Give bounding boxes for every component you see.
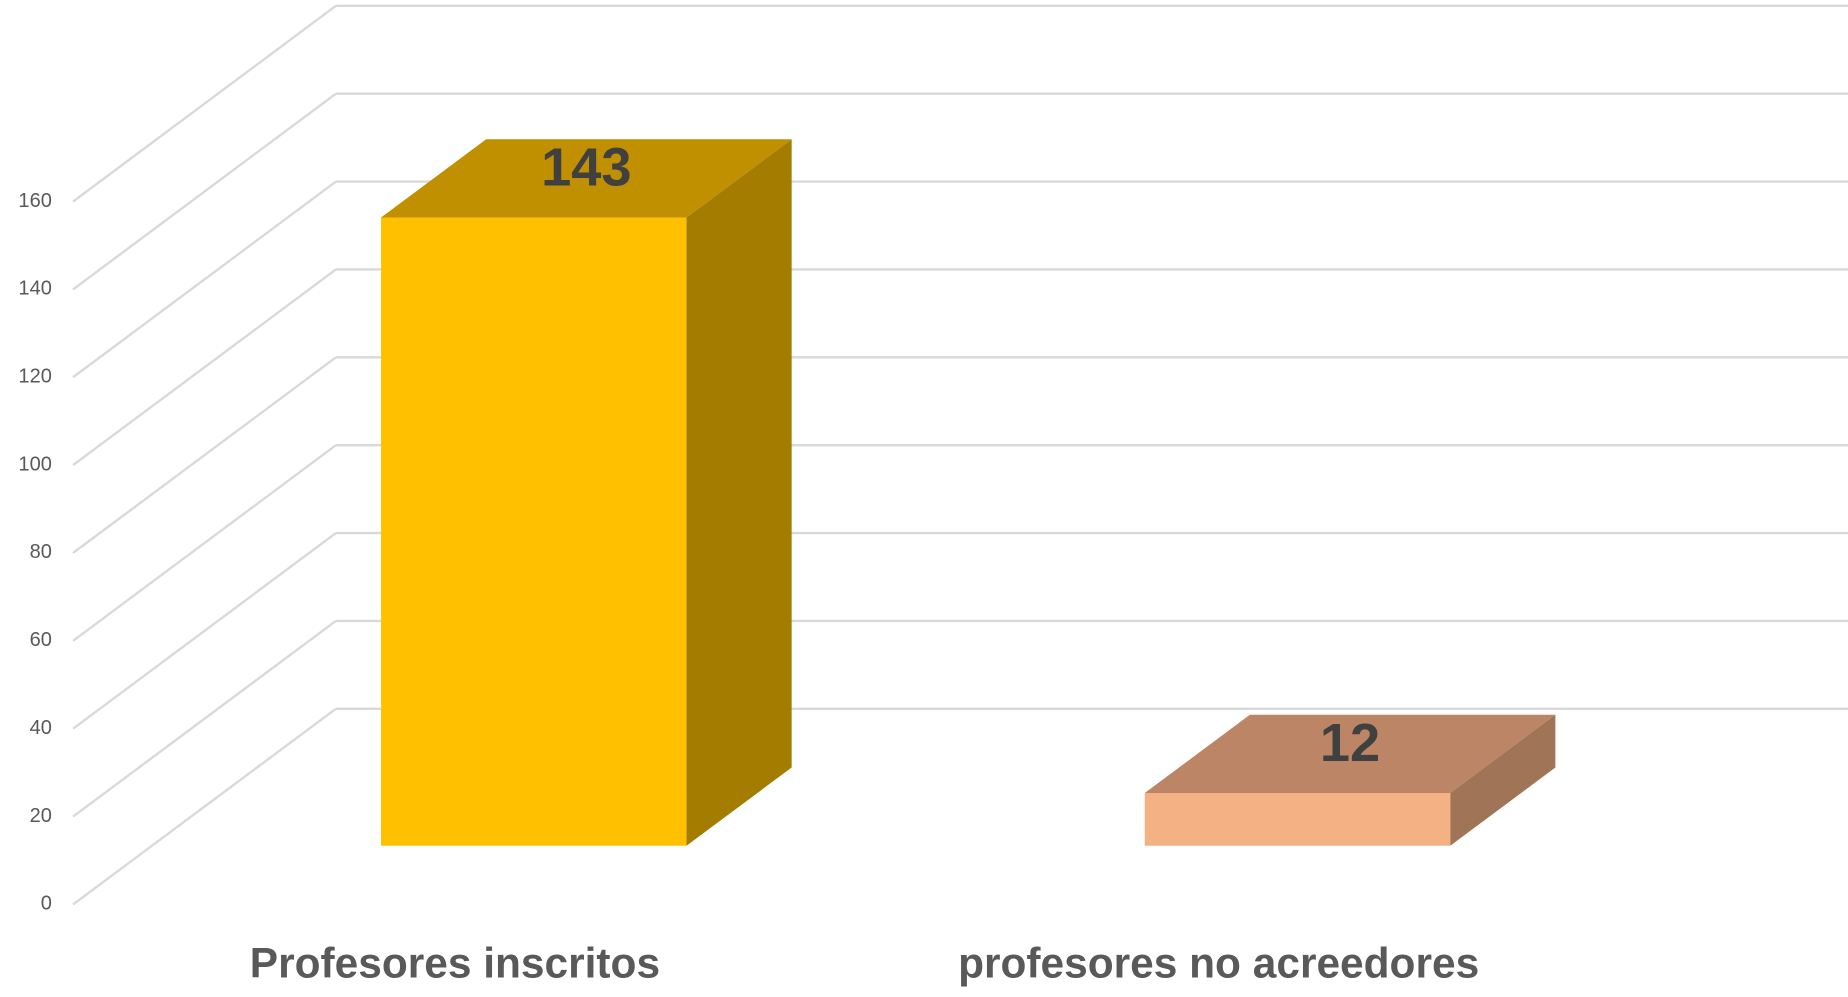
bar-side: [686, 139, 792, 846]
grid-line: [72, 4, 337, 203]
x-tick-label: profesores no acreedores: [958, 940, 1479, 987]
y-tick-label: 140: [18, 278, 51, 300]
y-tick-label: 20: [30, 805, 52, 827]
bar-top: [381, 139, 792, 218]
y-tick-label: 40: [30, 717, 52, 739]
y-tick-label: 80: [30, 541, 52, 563]
data-label: 12: [1320, 713, 1380, 773]
grid-line: [72, 180, 337, 379]
bar: [1144, 793, 1451, 846]
y-tick-label: 120: [18, 366, 51, 388]
grid-line: [72, 444, 337, 642]
bar: [381, 217, 687, 846]
grid-line: [72, 707, 337, 906]
x-tick-label: Profesores inscritos: [250, 940, 660, 987]
y-tick-label: 160: [18, 190, 51, 212]
y-tick-label: 100: [18, 453, 51, 475]
bar-top: [1144, 714, 1556, 794]
y-tick-label: 0: [41, 893, 52, 915]
grid-line: [72, 356, 337, 554]
data-label: 143: [541, 138, 631, 198]
grid-line: [72, 532, 337, 730]
grid-line: [72, 92, 337, 291]
grid-line: [72, 619, 337, 818]
y-tick-label: 60: [30, 629, 52, 651]
grid-line: [72, 268, 337, 467]
bar-side: [1450, 714, 1556, 846]
